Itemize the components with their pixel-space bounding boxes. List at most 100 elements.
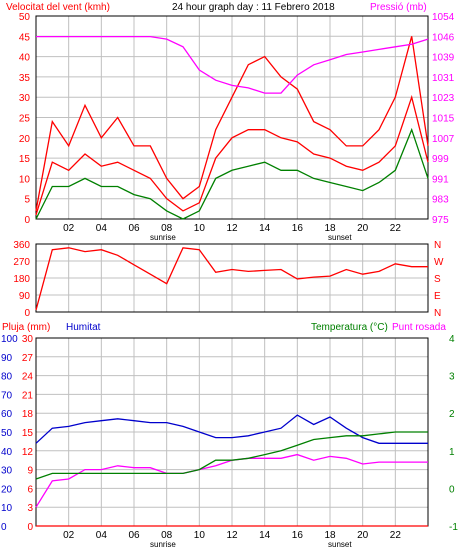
wind-x-tick: 04 <box>96 223 108 234</box>
wind-left-tick: 45 <box>19 32 31 43</box>
wind-plot-frame <box>35 15 429 220</box>
wind-x-tick: 06 <box>128 223 140 234</box>
pressure-right-tick: 975 <box>432 215 449 226</box>
humidity-x-tick: 18 <box>324 530 336 541</box>
pressure-line <box>36 35 429 94</box>
wind-direction-line <box>35 247 428 311</box>
pressure-right-tick: 983 <box>432 195 449 206</box>
rain-left-tick: 15 <box>22 428 34 439</box>
pressure-right-tick: 1031 <box>432 73 455 84</box>
temperature-right-axis: 4 3 2 1 0 -1 <box>449 334 458 533</box>
wind-x-axis: 02 04 06 08 10 12 14 16 18 20 22 <box>63 223 401 234</box>
humidity-left-tick: 50 <box>1 428 13 439</box>
direction-right-tick: E <box>434 291 441 302</box>
wind-left-tick: 50 <box>19 12 31 23</box>
pressure-right-axis: 1054 1046 1039 1031 1023 1015 1007 999 991 983 975 <box>432 12 455 226</box>
wind-min-line <box>35 127 429 220</box>
wind-x-tick: 16 <box>292 223 304 234</box>
rain-left-tick: 6 <box>27 484 33 495</box>
wind-left-tick: 20 <box>19 134 31 145</box>
direction-left-tick: 0 <box>24 308 30 319</box>
wind-left-tick: 0 <box>24 215 30 226</box>
direction-left-axis: 360 270 180 90 0 <box>13 240 30 319</box>
sunset-label: sunset <box>328 233 352 242</box>
direction-plot-frame <box>35 243 429 313</box>
wind-left-tick: 25 <box>19 114 31 125</box>
wind-left-tick: 10 <box>19 174 31 185</box>
temperature-line <box>35 431 428 480</box>
wind-average-line <box>35 94 429 216</box>
humidity-grid <box>36 338 428 526</box>
wind-x-tick: 22 <box>390 223 402 234</box>
humidity-line <box>35 414 428 444</box>
humidity-series <box>35 414 428 527</box>
humidity-x-tick: 20 <box>357 530 369 541</box>
direction-right-tick: W <box>434 257 444 268</box>
rain-left-tick: 9 <box>27 466 33 477</box>
rain-left-tick: 21 <box>22 390 34 401</box>
wind-x-tick: 10 <box>194 223 206 234</box>
rain-left-tick: 27 <box>22 353 34 364</box>
wind-x-tick: 08 <box>161 223 173 234</box>
humidity-left-tick: 0 <box>1 522 7 533</box>
temperature-right-tick: 3 <box>449 372 455 383</box>
pressure-right-tick: 1054 <box>432 12 455 23</box>
temperature-right-tick: 1 <box>449 447 455 458</box>
humidity-x-tick: 10 <box>194 530 206 541</box>
humidity-left-tick: 80 <box>1 372 13 383</box>
humidity-left-tick: 30 <box>1 466 13 477</box>
temperature-title: Temperatura (°C) <box>311 322 388 333</box>
pressure-right-tick: 991 <box>432 174 449 185</box>
humidity-left-tick: 90 <box>1 353 13 364</box>
humidity-left-tick: 100 <box>1 334 18 345</box>
wind-series <box>35 35 429 220</box>
wind-left-tick: 40 <box>19 53 31 64</box>
wind-left-tick: 15 <box>19 154 31 165</box>
sunrise-label-lower: sunrise <box>150 540 176 549</box>
humidity-x-tick: 22 <box>390 530 402 541</box>
direction-left-tick: 180 <box>13 274 30 285</box>
humidity-x-tick: 16 <box>292 530 304 541</box>
rain-left-tick: 0 <box>27 522 33 533</box>
humidity-x-tick: 08 <box>161 530 173 541</box>
pressure-title: Pressió (mb) <box>370 2 427 13</box>
temperature-right-tick: 2 <box>449 409 455 420</box>
temperature-right-tick: -1 <box>449 522 458 533</box>
humidity-left-tick: 40 <box>1 447 13 458</box>
wind-x-tick: 20 <box>357 223 369 234</box>
rain-left-tick: 18 <box>22 409 34 420</box>
dewpoint-title: Punt rosada <box>392 322 446 333</box>
humidity-left-tick: 60 <box>1 409 13 420</box>
temperature-right-tick: 4 <box>449 334 455 345</box>
rain-title: Pluja (mm) <box>2 322 50 333</box>
graph-date-title: 24 hour graph day : 11 Febrero 2018 <box>172 2 335 13</box>
humidity-left-tick: 10 <box>1 503 13 514</box>
direction-right-tick: N <box>434 308 441 319</box>
wind-left-tick: 5 <box>24 195 30 206</box>
humidity-left-tick: 20 <box>1 484 13 495</box>
temperature-right-tick: 0 <box>449 484 455 495</box>
rain-left-tick: 30 <box>22 334 34 345</box>
rain-left-tick: 3 <box>27 503 33 514</box>
pressure-right-tick: 1015 <box>432 114 455 125</box>
sunset-label-lower: sunset <box>328 540 352 549</box>
pressure-right-tick: 1007 <box>432 134 455 145</box>
rain-left-tick: 24 <box>22 372 34 383</box>
direction-right-tick: S <box>434 274 441 285</box>
pressure-right-tick: 999 <box>432 154 449 165</box>
humidity-x-tick: 02 <box>63 530 75 541</box>
humidity-x-tick: 06 <box>128 530 140 541</box>
direction-series <box>35 247 428 311</box>
pressure-right-tick: 1039 <box>432 53 455 64</box>
wind-grid <box>36 16 428 219</box>
wind-gust-line <box>35 36 429 212</box>
direction-left-tick: 90 <box>19 291 31 302</box>
direction-left-tick: 360 <box>13 240 30 251</box>
wind-left-tick: 35 <box>19 73 31 84</box>
